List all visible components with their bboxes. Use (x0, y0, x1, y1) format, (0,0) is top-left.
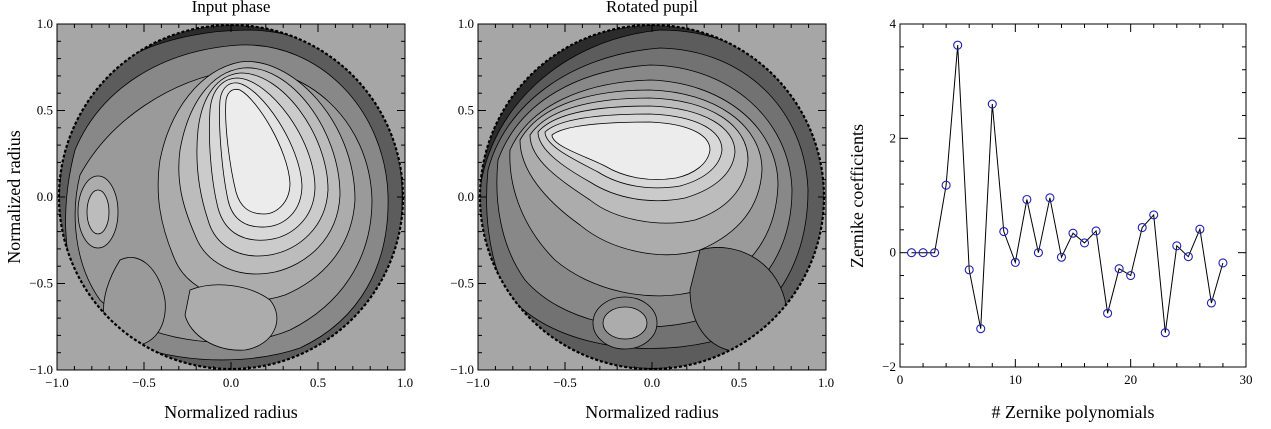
data-point (1126, 270, 1136, 281)
y-tick-label: −1.0 (29, 362, 53, 377)
data-point (1183, 252, 1193, 262)
data-point (1172, 241, 1182, 251)
data-point (1137, 222, 1147, 233)
data-point (1160, 328, 1170, 338)
data-point (918, 248, 928, 258)
data-point (1045, 193, 1055, 203)
data-point (1218, 258, 1228, 268)
data-point (1103, 308, 1113, 318)
y-axis-label: Zernike coefficients (847, 124, 867, 268)
panel-rotated-pupil: Rotated pupil −1.0 −0.5 0.0 0.5 1.0 (450, 0, 834, 422)
panel-title: Input phase (192, 0, 271, 16)
data-point (1079, 238, 1090, 248)
y-tick-label: 0 (890, 245, 897, 260)
x-tick-label: 0.0 (644, 375, 660, 390)
panel-title: Rotated pupil (606, 0, 698, 16)
x-axis-label: # Zernike polynomials (992, 402, 1155, 422)
data-point (941, 180, 951, 190)
data-point (1149, 210, 1159, 220)
data-point (1056, 252, 1067, 262)
series-polyline (911, 45, 1224, 333)
data-point (1033, 248, 1043, 258)
data-point (1206, 298, 1216, 308)
y-tick-label: 1.0 (37, 16, 53, 31)
plot-frame (899, 23, 1247, 368)
data-point (930, 248, 940, 258)
y-tick-label: 0.5 (37, 103, 53, 118)
x-tick-label: 1.0 (397, 375, 413, 390)
y-tick-label: −2 (882, 359, 896, 374)
data-point (987, 99, 997, 109)
series-line (906, 40, 1228, 338)
x-tick-label: −1.0 (45, 375, 69, 390)
panel-input-phase: Input phase −1.0 −0.5 0. (4, 0, 413, 422)
data-point (964, 265, 974, 275)
x-tick-label: 10 (1009, 372, 1022, 387)
axis-ticks: −1.0 −0.5 0.0 0.5 1.0 −1.0 −0.5 0.0 0.5 1.0 (450, 16, 834, 390)
y-tick-label: 0.5 (458, 103, 474, 118)
y-tick-label: −0.5 (450, 276, 474, 291)
x-axis-label: Normalized radius (585, 402, 718, 422)
x-tick-label: 20 (1124, 372, 1137, 387)
data-point (1195, 224, 1205, 234)
contour-field (478, 24, 826, 370)
y-tick-label: 0.0 (458, 189, 474, 204)
data-point (906, 248, 917, 258)
data-point (1114, 264, 1124, 274)
y-axis-label: Normalized radius (4, 130, 24, 263)
x-tick-label: 0 (897, 372, 904, 387)
data-point (1010, 257, 1020, 267)
x-tick-label: 1.0 (818, 375, 834, 390)
axis-ticks: −1.0 −0.5 0.0 0.5 1.0 −1.0 −0.5 0.0 0.5 1.0 (29, 16, 413, 390)
x-tick-label: 0.0 (223, 375, 239, 390)
y-tick-label: 2 (890, 130, 897, 145)
contour-field (57, 24, 405, 370)
x-tick-label: −0.5 (132, 375, 156, 390)
data-point (953, 40, 963, 50)
y-tick-label: 0.0 (37, 189, 53, 204)
x-tick-label: −1.0 (466, 375, 490, 390)
data-point (976, 324, 986, 334)
y-tick-label: 4 (890, 16, 897, 31)
y-tick-label: −0.5 (29, 276, 53, 291)
data-point (1068, 228, 1078, 238)
data-point (999, 226, 1009, 237)
x-axis-label: Normalized radius (164, 402, 297, 422)
data-point (1091, 226, 1101, 236)
y-tick-label: 1.0 (458, 16, 474, 31)
x-tick-label: 30 (1240, 372, 1253, 387)
y-tick-label: −1.0 (450, 362, 474, 377)
data-point (1022, 194, 1032, 205)
x-tick-label: 0.5 (731, 375, 747, 390)
x-tick-label: 0.5 (310, 375, 326, 390)
x-tick-label: −0.5 (553, 375, 577, 390)
